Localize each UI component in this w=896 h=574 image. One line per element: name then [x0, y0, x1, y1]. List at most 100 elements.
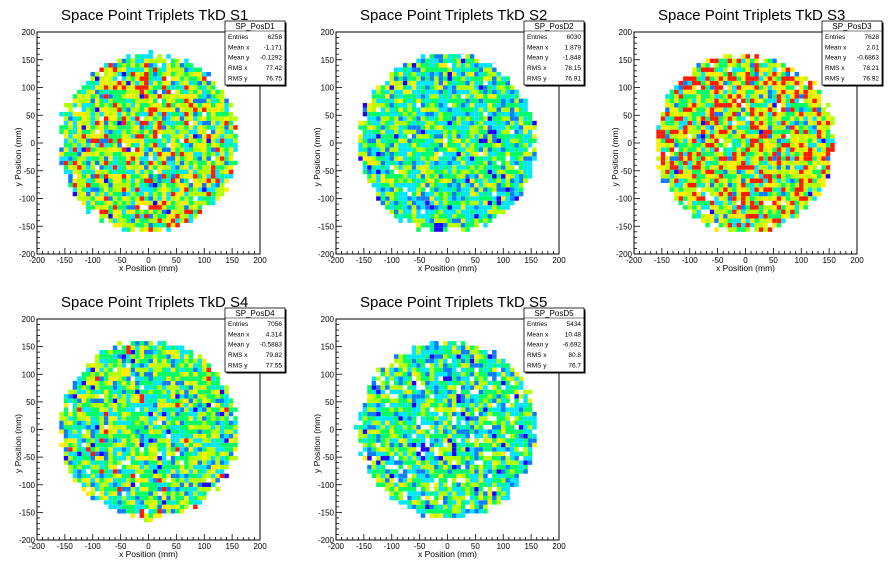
- heatmap-cell: [745, 63, 750, 68]
- heatmap-cell: [135, 129, 140, 135]
- heatmap-cell: [665, 103, 670, 108]
- heatmap-cell: [175, 372, 180, 377]
- heatmap-cell: [126, 58, 131, 64]
- heatmap-cell: [496, 116, 502, 121]
- heatmap-cell: [148, 174, 153, 179]
- heatmap-cell: [434, 125, 439, 130]
- heatmap-cell: [483, 67, 488, 72]
- heatmap-cell: [456, 120, 461, 126]
- heatmap-cell: [691, 200, 697, 206]
- heatmap-cell: [496, 120, 502, 126]
- heatmap-cell: [416, 169, 421, 175]
- heatmap-cell: [709, 214, 715, 219]
- heatmap-cell: [108, 482, 113, 487]
- heatmap-cell: [402, 134, 408, 139]
- heatmap-cell: [90, 138, 95, 143]
- heatmap-cell: [112, 380, 118, 386]
- heatmap-cell: [175, 402, 180, 408]
- heatmap-cell: [197, 116, 203, 121]
- heatmap-cell: [816, 151, 822, 157]
- heatmap-cell: [487, 85, 493, 90]
- heatmap-cell: [754, 160, 759, 166]
- heatmap-cell: [126, 227, 131, 232]
- heatmap-cell: [144, 218, 149, 223]
- heatmap-cell: [152, 134, 158, 139]
- heatmap-cell: [754, 138, 759, 143]
- heatmap-cell: [184, 165, 189, 170]
- heatmap-cell: [99, 478, 104, 483]
- heatmap-cell: [112, 354, 118, 359]
- heatmap-cell: [438, 67, 444, 72]
- heatmap-cell: [228, 165, 234, 170]
- heatmap-cell: [389, 178, 394, 183]
- heatmap-cell: [210, 85, 216, 90]
- heatmap-cell: [152, 165, 158, 170]
- heatmap-cell: [139, 372, 145, 377]
- heatmap-cell: [219, 182, 225, 188]
- heatmap-cell: [505, 178, 510, 183]
- heatmap-cell: [219, 165, 225, 170]
- heatmap-cell: [763, 103, 768, 108]
- heatmap-cell: [121, 486, 127, 492]
- heatmap-cell: [821, 182, 826, 188]
- heatmap-cell: [175, 178, 180, 183]
- heatmap-cell: [745, 227, 750, 232]
- heatmap-cell: [72, 407, 78, 412]
- heatmap-cell: [402, 200, 408, 206]
- heatmap-cell: [68, 429, 73, 434]
- heatmap-cell: [785, 187, 791, 192]
- heatmap-cell: [669, 174, 675, 179]
- heatmap-cell: [687, 94, 692, 99]
- heatmap-cell: [696, 191, 701, 197]
- heatmap-cell: [705, 156, 710, 161]
- heatmap-cell: [389, 103, 394, 108]
- heatmap-cell: [687, 143, 692, 148]
- heatmap-cell: [202, 98, 207, 104]
- heatmap-cell: [758, 98, 764, 104]
- histogram-panel-1: Space Point Triplets TkD S1-200 -150 -100-…: [13, 7, 287, 273]
- heatmap-cell: [103, 156, 109, 161]
- heatmap-cell: [376, 120, 381, 126]
- heatmap-cell: [758, 205, 764, 210]
- heatmap-cell: [438, 182, 444, 188]
- heatmap-cell: [741, 218, 746, 223]
- heatmap-cell: [170, 182, 176, 188]
- heatmap-cell: [130, 451, 136, 457]
- x-tick-label: -50: [115, 256, 127, 265]
- heatmap-cell: [714, 174, 719, 179]
- heatmap-cell: [709, 165, 715, 170]
- heatmap-cell: [179, 469, 185, 474]
- heatmap-cell: [99, 486, 104, 492]
- heatmap-cell: [139, 504, 145, 510]
- heatmap-cell: [496, 111, 502, 117]
- heatmap-cell: [206, 156, 211, 161]
- heatmap-cell: [451, 116, 457, 121]
- heatmap-cell: [509, 147, 515, 152]
- heatmap-cell: [77, 376, 82, 381]
- heatmap-cell: [776, 151, 782, 157]
- heatmap-cell: [362, 147, 368, 152]
- heatmap-cell: [807, 89, 813, 95]
- heatmap-cell: [509, 191, 515, 197]
- heatmap-cell: [63, 394, 69, 399]
- heatmap-cell: [148, 191, 153, 197]
- heatmap-cell: [206, 160, 211, 166]
- heatmap-cell: [224, 125, 229, 130]
- heatmap-cell: [523, 169, 528, 175]
- heatmap-cell: [81, 420, 87, 426]
- heatmap-cell: [103, 433, 109, 439]
- heatmap-cell: [474, 111, 479, 117]
- heatmap-cell: [429, 80, 435, 86]
- heatmap-cell: [389, 147, 394, 152]
- heatmap-cell: [170, 358, 176, 364]
- heatmap-cell: [170, 103, 176, 108]
- heatmap-cell: [371, 151, 377, 157]
- heatmap-cell: [148, 169, 153, 175]
- heatmap-cell: [745, 85, 750, 90]
- heatmap-cell: [709, 178, 715, 183]
- heatmap-cell: [157, 363, 162, 368]
- heatmap-cell: [745, 80, 750, 86]
- heatmap-cell: [723, 80, 728, 86]
- heatmap-cell: [407, 165, 412, 170]
- heatmap-cell: [781, 89, 786, 95]
